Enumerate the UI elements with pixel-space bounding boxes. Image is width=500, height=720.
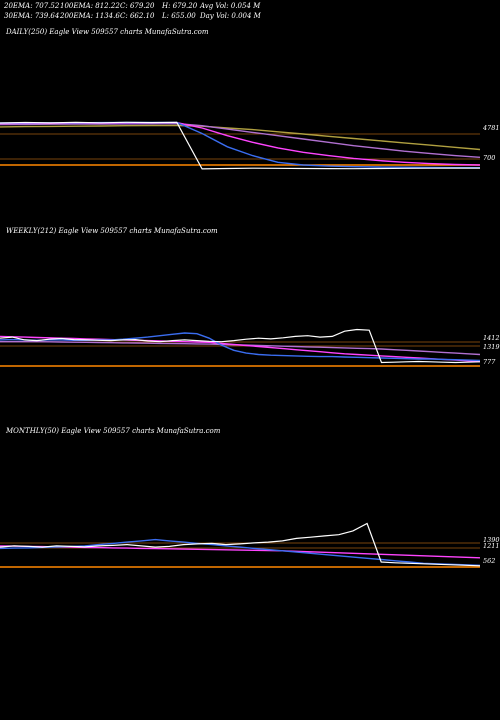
- ema-line-3: [0, 341, 481, 356]
- daily-chart: 4781 700: [0, 121, 500, 170]
- ema20-value: 20EMA: 707.52: [4, 2, 60, 10]
- price-line: [0, 522, 481, 567]
- ema200-value: 200EMA: 1134.6: [60, 12, 120, 20]
- ema100-value: 100EMA: 812.22: [60, 2, 120, 10]
- price-level-label: 1319: [483, 343, 500, 351]
- ema-line-1: [0, 332, 481, 362]
- ema-line-2: [0, 335, 481, 363]
- avg-vol-value: Avg Vol: 0.054 M: [200, 2, 261, 10]
- price-line: [0, 121, 480, 170]
- day-vol-value: Day Vol: 0.004 M: [200, 12, 261, 20]
- daily-chart-title: DAILY(250) Eagle View 509557 charts Muna…: [6, 28, 209, 36]
- monthly-chart-title: MONTHLY(50) Eagle View 509557 charts Mun…: [6, 427, 221, 435]
- weekly-chart-title: WEEKLY(212) Eagle View 509557 charts Mun…: [6, 227, 218, 235]
- price-level-label: 700: [483, 154, 495, 162]
- price-level-label: 1211: [483, 542, 500, 550]
- ema-line-3: [0, 122, 481, 158]
- price-level-label: 1390: [483, 536, 500, 544]
- price-level-label: 562: [483, 557, 495, 565]
- close-value: C: 679.20: [120, 2, 155, 10]
- close2-value: C: 662.10: [120, 12, 155, 20]
- ema-line-1: [0, 538, 481, 566]
- price-level-label: 777: [483, 358, 496, 366]
- price-level-label: 4781: [482, 124, 500, 132]
- high-value: H: 679.20: [162, 2, 198, 10]
- price-level-label: 1412: [483, 334, 500, 342]
- ema-line-4: [0, 124, 481, 151]
- price-line: [0, 328, 481, 364]
- ema30-value: 30EMA: 739.64: [4, 12, 60, 20]
- low-value: L: 655.00: [162, 12, 196, 20]
